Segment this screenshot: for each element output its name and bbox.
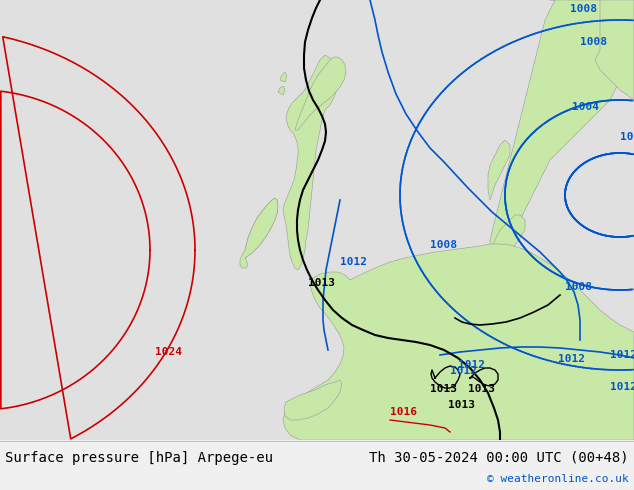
Polygon shape — [595, 0, 634, 100]
Polygon shape — [330, 292, 360, 318]
Polygon shape — [278, 86, 285, 95]
Text: 1012: 1012 — [558, 354, 585, 364]
Text: 1008: 1008 — [430, 240, 457, 250]
Polygon shape — [488, 140, 510, 200]
Text: 1016: 1016 — [390, 407, 417, 417]
Text: 1013: 1013 — [430, 384, 457, 394]
Polygon shape — [245, 198, 278, 258]
Polygon shape — [295, 57, 346, 130]
Text: 1008: 1008 — [580, 37, 607, 47]
Text: 1013: 1013 — [308, 278, 335, 288]
Polygon shape — [490, 215, 525, 258]
Text: 1012: 1012 — [610, 350, 634, 360]
Text: 1008: 1008 — [570, 4, 597, 14]
Polygon shape — [284, 380, 342, 420]
Text: 1012: 1012 — [450, 366, 477, 376]
Text: © weatheronline.co.uk: © weatheronline.co.uk — [488, 474, 629, 484]
Text: Th 30-05-2024 00:00 UTC (00+48): Th 30-05-2024 00:00 UTC (00+48) — [370, 450, 629, 465]
Text: 1012: 1012 — [620, 132, 634, 142]
Text: 1012: 1012 — [458, 360, 485, 370]
Text: 1012: 1012 — [340, 257, 367, 267]
Text: 1012: 1012 — [610, 382, 634, 392]
Text: Surface pressure [hPa] Arpege-eu: Surface pressure [hPa] Arpege-eu — [5, 450, 273, 465]
Text: 1013: 1013 — [468, 384, 495, 394]
Polygon shape — [240, 198, 278, 268]
Polygon shape — [490, 0, 634, 270]
Polygon shape — [283, 55, 338, 270]
Text: 1008: 1008 — [565, 282, 592, 292]
Text: 1024: 1024 — [155, 347, 182, 357]
Text: 1004: 1004 — [572, 102, 599, 112]
Text: 1013: 1013 — [448, 400, 475, 410]
Polygon shape — [280, 72, 287, 82]
Polygon shape — [283, 244, 634, 440]
